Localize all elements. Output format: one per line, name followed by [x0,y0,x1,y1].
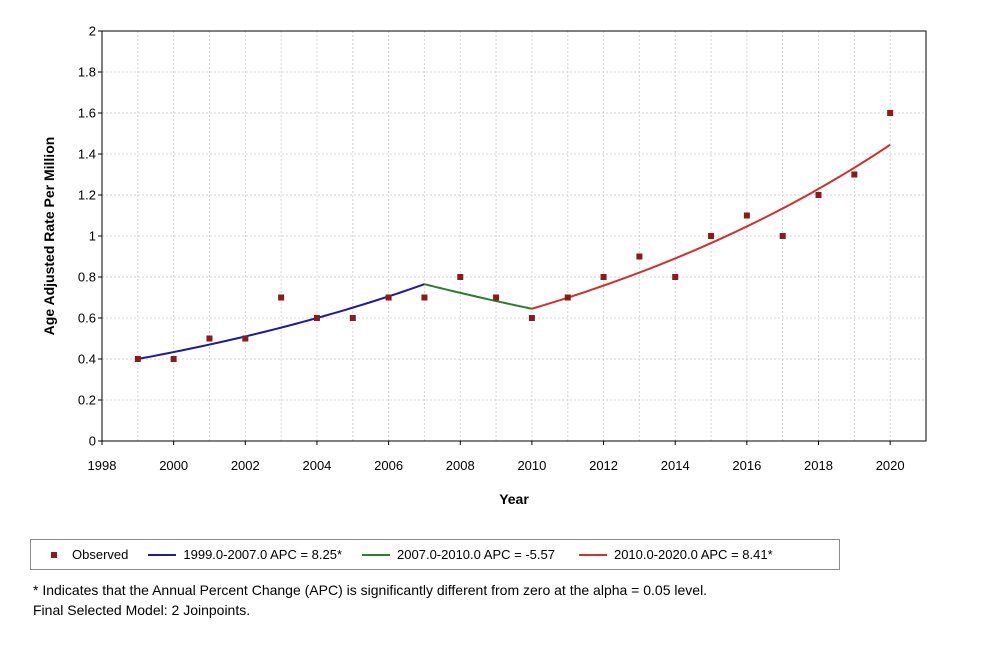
observed-point [457,274,464,280]
x-axis-title: Year [499,491,529,507]
observed-point [278,294,285,301]
x-tick-label: 2010 [517,458,546,473]
observed-point [743,212,750,219]
observed-point [815,192,822,198]
x-tick-label: 2014 [661,458,690,473]
observed-point [564,294,571,301]
observed-point [708,233,715,239]
observed-point [385,294,392,301]
observed-point [672,274,679,280]
footnote-model: Final Selected Model: 2 Joinpoints. [33,602,251,618]
legend-label-segment-1: 1999.0-2007.0 APC = 8.25* [183,547,343,562]
observed-point [134,356,141,362]
legend-item-segment-2: 2007.0-2010.0 APC = -5.57 [362,547,555,562]
legend-item-observed: Observed [31,547,128,562]
trend-segment-1 [137,283,425,360]
x-tick-label: 2020 [876,458,905,473]
observed-point [528,315,535,321]
observed-point [887,110,894,116]
segment-3-line-icon [578,553,607,556]
footnotes: * Indicates that the Annual Percent Chan… [33,580,707,620]
grid [102,31,926,441]
x-tick-label: 2018 [804,458,833,473]
chart: 1998 2000 2002 2004 2006 2008 2010 2012 2014 2016… [41,24,927,507]
x-tick-label: 2006 [374,458,403,473]
legend-label-segment-3: 2010.0-2020.0 APC = 8.41* [613,547,773,562]
trend-segment-2 [424,283,533,310]
y-tick-label: 0.8 [78,270,96,285]
x-axis: 1998 2000 2002 2004 2006 2008 2010 2012 2014 2016… [88,441,905,473]
footnote-significance: * Indicates that the Annual Percent Chan… [33,582,708,598]
observed-point [349,315,356,321]
y-axis: 0 0.2 0.4 0.6 0.8 1 1.2 1.4 1.6 1.8 2 [78,24,102,449]
y-tick-label: 0.6 [78,311,96,326]
legend-item-segment-3: 2010.0-2020.0 APC = 8.41* [578,547,773,562]
observed-point [242,335,249,342]
y-tick-label: 0 [89,434,96,449]
legend-item-segment-1: 1999.0-2007.0 APC = 8.25* [148,547,342,562]
x-tick-label: 2012 [589,458,618,473]
y-tick-label: 2 [89,24,96,39]
observed-point [206,335,213,342]
trend-lines [137,143,891,360]
observed-points [134,110,894,362]
legend-label-observed: Observed [72,547,129,562]
x-tick-label: 2016 [732,458,761,473]
observed-point [851,171,858,178]
observed-point [600,274,607,280]
trend-segment-3 [531,143,891,310]
x-tick-label: 2000 [159,458,188,473]
y-tick-label: 1.2 [78,188,96,203]
observed-point [421,294,428,301]
x-tick-label: 2004 [302,458,331,473]
observed-point [313,315,320,321]
y-tick-label: 1.8 [78,65,96,80]
observed-point [636,253,643,260]
y-tick-label: 0.2 [78,393,96,408]
observed-point [493,294,500,301]
legend-label-segment-2: 2007.0-2010.0 APC = -5.57 [397,547,555,562]
observed-marker-icon [51,551,57,558]
y-tick-label: 1.6 [78,106,96,121]
segment-2-line-icon [362,553,391,556]
observed-point [779,233,786,239]
x-tick-label: 2008 [446,458,475,473]
y-axis-title: Age Adjusted Rate Per Million [41,137,57,336]
y-tick-label: 1.4 [78,147,96,162]
observed-point [170,356,177,362]
segment-1-line-icon [148,553,177,556]
y-tick-label: 0.4 [78,352,96,367]
y-tick-label: 1 [89,229,96,244]
x-tick-label: 1998 [88,458,117,473]
legend: Observed 1999.0-2007.0 APC = 8.25* 2007.… [30,539,840,570]
x-tick-label: 2002 [231,458,260,473]
